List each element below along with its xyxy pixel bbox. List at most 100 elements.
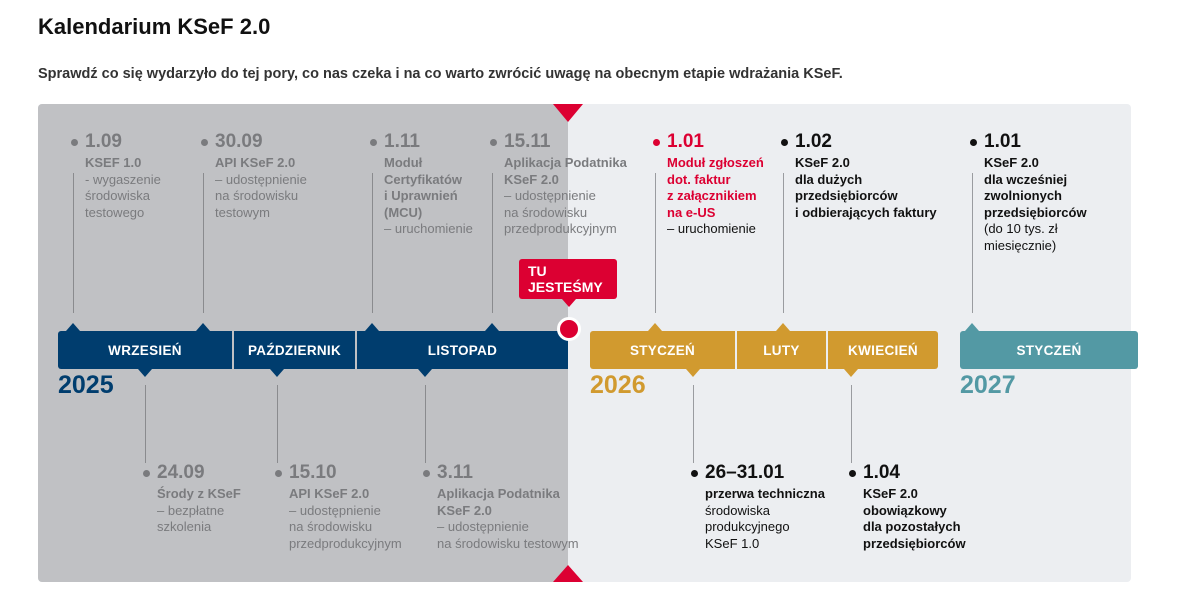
event-date-text: 15.10 — [289, 462, 337, 483]
event-date: 1.02 — [781, 131, 937, 153]
event-date: 1.01 — [970, 131, 1087, 153]
event-title: KSeF 2.0 dla dużych przedsiębiorców i od… — [795, 155, 937, 220]
bullet-icon — [653, 138, 660, 146]
timeline-event: 1.02 KSeF 2.0 dla dużych przedsiębiorców … — [781, 131, 937, 221]
bullet-icon — [781, 138, 788, 146]
event-connector-line — [425, 385, 426, 463]
event-title: przerwa techniczna — [705, 486, 825, 501]
timeline-event: 3.11 Aplikacja Podatnika KSeF 2.0– udostę… — [423, 462, 579, 552]
event-description: (do 10 tys. zł miesięcznie) — [984, 221, 1058, 253]
timeline-event: 1.04 KSeF 2.0 obowiązkowy dla pozostałych… — [849, 462, 966, 552]
event-date: 26–31.01 — [691, 462, 825, 484]
now-label: TU JESTEŚMY — [519, 259, 617, 299]
event-connector-line — [492, 173, 493, 313]
month-listopad: LISTOPAD — [357, 331, 568, 369]
timeline-event: 30.09 API KSeF 2.0– udostępnienie na środ… — [201, 131, 307, 221]
bullet-icon — [849, 469, 856, 477]
event-title: KSeF 2.0 dla wcześniej zwolnionych przed… — [984, 155, 1087, 220]
event-title: Moduł Certyfikatów i Uprawnień (MCU) — [384, 155, 463, 220]
event-title: Środy z KSeF — [157, 486, 241, 501]
month-styczen-2026: STYCZEŃ — [590, 331, 735, 369]
event-title: API KSeF 2.0 — [289, 486, 370, 501]
event-description: – udostępnienie na środowisku testowym — [437, 519, 579, 551]
month-wrzesien: WRZESIEŃ — [58, 331, 232, 369]
bar-notch — [365, 323, 379, 331]
event-connector-line — [145, 385, 146, 463]
event-title: KSEF 1.0 — [85, 155, 142, 170]
event-connector-line — [655, 173, 656, 313]
timeline-event: 24.09 Środy z KSeF – bezpłatne szkolenia — [143, 462, 241, 536]
year-2026: 2026 — [590, 371, 646, 399]
page-title: Kalendarium KSeF 2.0 — [38, 14, 271, 39]
event-date-text: 1.01 — [984, 131, 1021, 152]
event-description: – uruchomienie — [384, 221, 473, 236]
event-connector-line — [277, 385, 278, 463]
year-2025: 2025 — [58, 371, 114, 399]
bullet-icon — [71, 138, 78, 146]
bullet-icon — [143, 469, 150, 477]
event-date: 1.01 — [653, 131, 764, 153]
event-description: – bezpłatne szkolenia — [157, 502, 225, 535]
bar-notch — [66, 323, 80, 331]
month-styczen-2027: STYCZEŃ — [960, 331, 1138, 369]
event-date: 30.09 — [201, 131, 307, 153]
month-pazdziernik: PAŹDZIERNIK — [234, 331, 355, 369]
event-description: – udostępnienie na środowisku testowym — [215, 171, 307, 220]
event-date-text: 30.09 — [215, 131, 263, 152]
now-bottom-triangle — [553, 565, 583, 582]
event-connector-line — [372, 173, 373, 313]
timeline-event: 15.10 API KSeF 2.0– udostępnienie na środ… — [275, 462, 402, 552]
month-luty: LUTY — [737, 331, 826, 369]
event-date: 3.11 — [423, 462, 579, 484]
event-date-text: 1.11 — [384, 131, 420, 152]
now-dot — [557, 317, 581, 341]
bar-notch — [196, 323, 210, 331]
event-connector-line — [73, 173, 74, 313]
event-connector-line — [203, 173, 204, 313]
timeline-event: 1.11 Moduł Certyfikatów i Uprawnień (MCU)… — [370, 131, 473, 238]
event-date-text: 1.02 — [795, 131, 832, 152]
bar-notch — [418, 369, 432, 377]
timeline-event: 26–31.01 przerwa techniczna środowiska pro… — [691, 462, 825, 552]
event-date-text: 1.04 — [863, 462, 900, 483]
bullet-icon — [691, 469, 698, 477]
event-date-text: 15.11 — [504, 131, 551, 152]
bullet-icon — [970, 138, 977, 146]
event-date: 24.09 — [143, 462, 241, 484]
event-date: 1.09 — [71, 131, 161, 153]
event-date-text: 3.11 — [437, 462, 473, 483]
event-date: 1.04 — [849, 462, 966, 484]
event-title: Aplikacja Podatnika KSeF 2.0 — [504, 155, 627, 187]
event-title: Aplikacja Podatnika KSeF 2.0 — [437, 486, 560, 518]
bullet-icon — [201, 138, 208, 146]
event-title: API KSeF 2.0 — [215, 155, 296, 170]
timeline-event: 1.09 KSEF 1.0- wygaszenie środowiska test… — [71, 131, 161, 221]
event-title: KSeF 2.0 obowiązkowy dla pozostałych prz… — [863, 486, 966, 551]
event-date-text: 24.09 — [157, 462, 205, 483]
timeline-event: 1.01 KSeF 2.0 dla wcześniej zwolnionych p… — [970, 131, 1087, 254]
event-connector-line — [783, 173, 784, 313]
timeline-event: 15.11 Aplikacja Podatnika KSeF 2.0– udost… — [490, 131, 627, 238]
event-description: - wygaszenie środowiska testowego — [85, 171, 161, 220]
event-date: 15.10 — [275, 462, 402, 484]
bar-notch — [844, 369, 858, 377]
event-date-text: 1.01 — [667, 131, 704, 152]
event-connector-line — [851, 385, 852, 463]
event-connector-line — [972, 173, 973, 313]
bar-notch — [648, 323, 662, 331]
event-description: – uruchomienie — [667, 221, 756, 236]
event-date: 15.11 — [490, 131, 627, 153]
bar-notch — [270, 369, 284, 377]
now-top-triangle — [553, 104, 583, 122]
event-title: Moduł zgłoszeń dot. faktur z załącznikie… — [667, 155, 764, 220]
event-description: środowiska produkcyjnego KSeF 1.0 — [705, 502, 790, 551]
page-subtitle: Sprawdź co się wydarzyło do tej pory, co… — [38, 66, 843, 82]
bar-notch — [776, 323, 790, 331]
month-kwiecien: KWIECIEŃ — [828, 331, 938, 369]
timeline-event: 1.01 Moduł zgłoszeń dot. faktur z załączn… — [653, 131, 764, 238]
now-label-pointer — [562, 299, 576, 307]
bar-notch — [485, 323, 499, 331]
event-description: – udostępnienie na środowisku przedprodu… — [504, 188, 617, 236]
bullet-icon — [423, 469, 430, 477]
event-date-text: 26–31.01 — [705, 462, 785, 483]
